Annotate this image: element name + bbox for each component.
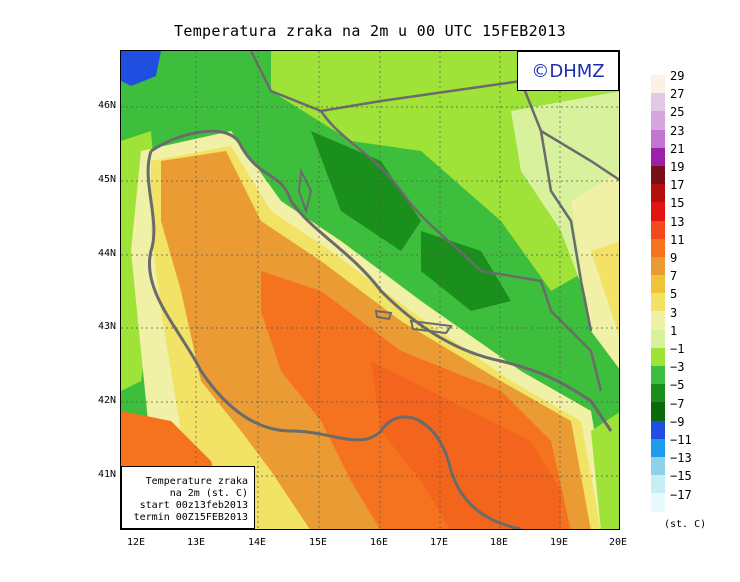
temperature-map xyxy=(120,50,620,530)
legend-swatch xyxy=(651,111,665,130)
legend-swatch xyxy=(651,238,665,257)
legend-swatch xyxy=(651,493,665,512)
legend-swatch xyxy=(651,129,665,148)
legend-swatch xyxy=(651,75,665,94)
legend-swatch xyxy=(651,311,665,330)
legend-swatch xyxy=(651,475,665,494)
legend-value: 27 xyxy=(670,87,685,102)
legend-value: −9 xyxy=(670,414,685,429)
info-box: Temperature zraka na 2m (st. C) start 00… xyxy=(121,466,255,529)
legend-swatch xyxy=(651,293,665,312)
legend-swatch xyxy=(651,420,665,439)
info-line-4: termin 00Z15FEB2013 xyxy=(133,512,248,523)
info-line-1: Temperature zraka xyxy=(145,476,248,487)
legend-value: −7 xyxy=(670,396,685,411)
legend-swatch xyxy=(651,93,665,112)
legend-swatch xyxy=(651,202,665,221)
legend-value: 29 xyxy=(670,69,685,83)
info-line-2: na 2m (st. C) xyxy=(169,488,248,499)
lon-label-13e: 13E xyxy=(186,537,206,548)
lon-label-19e: 19E xyxy=(549,537,569,548)
legend-value: 21 xyxy=(670,141,685,156)
legend-value: −17 xyxy=(670,487,692,502)
legend-value: −3 xyxy=(670,360,685,375)
legend-value: 25 xyxy=(670,105,685,120)
legend-swatch xyxy=(651,456,665,476)
legend-swatch xyxy=(651,275,665,294)
legend-value: −11 xyxy=(670,433,692,447)
lat-label-41n: 41N xyxy=(97,469,116,480)
info-line-3: start 00z13feb2013 xyxy=(139,500,248,511)
legend-value: 13 xyxy=(670,214,685,229)
legend-swatch xyxy=(651,402,665,421)
legend-swatch xyxy=(651,366,665,385)
lon-label-14e: 14E xyxy=(247,537,267,548)
legend-value: −13 xyxy=(670,451,692,466)
legend-unit: (st. C) xyxy=(664,519,707,530)
legend-swatch xyxy=(651,184,665,203)
lon-label-18e: 18E xyxy=(489,537,509,548)
legend-value: 15 xyxy=(670,196,685,211)
legend-value: 19 xyxy=(670,160,685,174)
legend-value: −5 xyxy=(670,378,685,393)
legend-swatch xyxy=(651,165,665,185)
lat-label-42n: 42N xyxy=(97,395,116,406)
legend-value: −15 xyxy=(670,469,692,484)
legend-swatch xyxy=(651,347,665,366)
legend-swatch xyxy=(651,256,665,276)
lon-label-20e: 20E xyxy=(608,537,628,548)
legend-swatch xyxy=(651,147,665,166)
map-title: Temperatura zraka na 2m u 00 UTC 15FEB20… xyxy=(174,22,566,40)
lon-label-12e: 12E xyxy=(126,537,146,548)
legend-swatch xyxy=(651,220,665,239)
lat-label-45n: 45N xyxy=(97,174,116,185)
legend-swatch xyxy=(651,384,665,403)
legend-value: 17 xyxy=(670,178,685,193)
legend-value: 7 xyxy=(670,269,678,284)
lon-label-16e: 16E xyxy=(369,537,389,548)
color-legend xyxy=(651,75,665,512)
copyright-badge: ©DHMZ xyxy=(517,51,619,91)
legend-value: 11 xyxy=(670,232,685,247)
legend-value: 5 xyxy=(670,287,678,302)
legend-value: 9 xyxy=(670,251,678,265)
lat-label-43n: 43N xyxy=(97,321,116,332)
legend-swatch xyxy=(651,329,665,348)
legend-swatch xyxy=(651,438,665,457)
legend-value: 23 xyxy=(670,123,685,138)
lon-label-15e: 15E xyxy=(308,537,328,548)
lon-label-17e: 17E xyxy=(429,537,449,548)
legend-value: 1 xyxy=(670,323,678,338)
lat-label-44n: 44N xyxy=(97,248,116,259)
temperature-field xyxy=(121,51,619,529)
legend-value: −1 xyxy=(670,342,685,356)
lat-label-46n: 46N xyxy=(97,100,116,111)
legend-value: 3 xyxy=(670,305,678,320)
